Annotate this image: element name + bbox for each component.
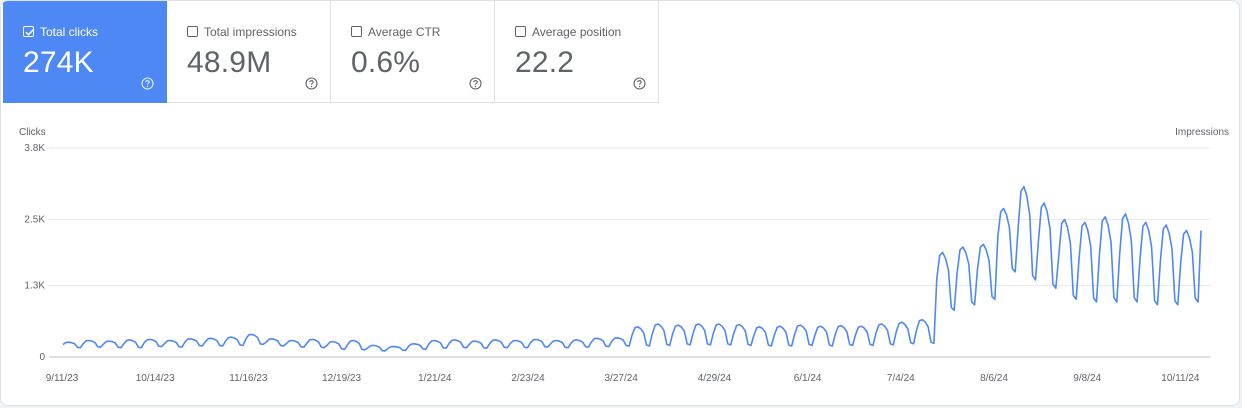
help-circle-icon[interactable] xyxy=(141,77,154,90)
metric-value: 22.2 xyxy=(515,46,575,79)
metric-tile-total-clicks[interactable]: Total clicks 274K xyxy=(3,1,167,103)
metric-value: 0.6% xyxy=(351,46,421,79)
checkbox-icon[interactable] xyxy=(23,26,34,37)
right-axis-label: Impressions xyxy=(1175,127,1229,138)
metric-tile-average-ctr[interactable]: Average CTR 0.6% xyxy=(331,1,495,103)
metric-label: Total clicks xyxy=(40,25,99,39)
clicks-line-chart: Clicks Impressions 3.8K 2.5K 1.3K 0 9/11/23… xyxy=(19,127,1229,384)
x-tick-label: 10/11/24 xyxy=(1161,373,1200,384)
help-circle-icon[interactable] xyxy=(469,77,482,90)
x-tick-label: 12/19/23 xyxy=(322,373,361,384)
x-tick-label: 11/16/23 xyxy=(229,373,268,384)
help-circle-icon[interactable] xyxy=(633,77,646,90)
y-tick-label: 0 xyxy=(39,352,45,363)
metric-label: Average position xyxy=(532,25,622,39)
metric-tiles: Total clicks 274K Total impressions 48.9… xyxy=(3,1,659,103)
x-tick-label: 10/14/23 xyxy=(136,373,175,384)
x-tick-label: 9/11/23 xyxy=(46,373,79,384)
x-tick-label: 7/4/24 xyxy=(887,373,915,384)
y-tick-label: 2.5K xyxy=(24,215,45,226)
checkbox-icon[interactable] xyxy=(351,26,362,37)
x-tick-label: 3/27/24 xyxy=(605,373,639,384)
metric-value: 274K xyxy=(23,46,94,79)
checkbox-icon[interactable] xyxy=(515,26,526,37)
x-tick-label: 8/6/24 xyxy=(980,373,1008,384)
y-tick-label: 1.3K xyxy=(24,281,45,292)
metric-value: 48.9M xyxy=(187,46,272,79)
x-tick-label: 1/21/24 xyxy=(418,373,452,384)
metric-tile-total-impressions[interactable]: Total impressions 48.9M xyxy=(167,1,331,103)
checkbox-icon[interactable] xyxy=(187,26,198,37)
help-circle-icon[interactable] xyxy=(305,77,318,90)
metric-label: Average CTR xyxy=(368,25,441,39)
y-tick-label: 3.8K xyxy=(24,143,45,154)
metric-tile-average-position[interactable]: Average position 22.2 xyxy=(495,1,659,103)
x-tick-label: 4/29/24 xyxy=(698,373,732,384)
x-tick-label: 2/23/24 xyxy=(511,373,545,384)
x-tick-label: 6/1/24 xyxy=(794,373,822,384)
clicks-series-line xyxy=(62,185,1202,352)
x-tick-label: 9/8/24 xyxy=(1073,373,1101,384)
left-axis-label: Clicks xyxy=(19,127,46,138)
metric-label: Total impressions xyxy=(204,25,297,39)
